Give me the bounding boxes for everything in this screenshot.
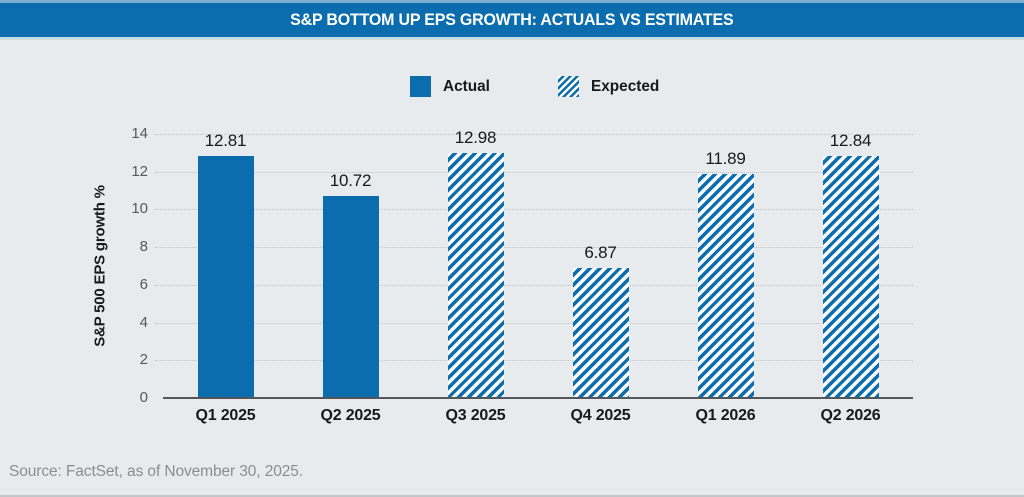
gridline [155, 171, 913, 173]
plot-area: 12.81 Q1 2025 10.72 Q2 2025 12.98 Q3 2025 6.87… [155, 128, 913, 424]
chart-title: S&P BOTTOM UP EPS GROWTH: ACTUALS VS EST… [290, 10, 734, 29]
x-axis-category-label: Q1 2025 [195, 407, 256, 424]
gridline [155, 322, 913, 324]
bar-slot: 6.87 Q4 2025 [538, 134, 663, 424]
gridline [155, 284, 913, 286]
x-axis-category-label: Q2 2025 [320, 407, 381, 424]
y-tick-label: 12 [131, 162, 148, 180]
legend: Actual Expected [24, 76, 1024, 97]
bar-value-label: 6.87 [584, 243, 617, 263]
y-axis-title: S&P 500 EPS growth % [91, 185, 109, 347]
bar-expected [447, 153, 504, 398]
bar-actual [322, 195, 379, 398]
gridline [155, 209, 913, 211]
y-tick-label: 6 [139, 275, 148, 293]
gridline [155, 247, 913, 249]
chart-title-bar: S&P BOTTOM UP EPS GROWTH: ACTUALS VS EST… [0, 0, 1024, 40]
y-tick-label: 14 [131, 125, 148, 142]
bar-value-label: 12.84 [829, 130, 872, 150]
bar-value-label: 10.72 [329, 170, 372, 190]
y-tick-label: 0 [139, 389, 148, 406]
bar-slot: 10.72 Q2 2025 [288, 134, 413, 424]
legend-label-actual: Actual [442, 77, 490, 95]
bar-actual [197, 156, 254, 398]
expected-striped-swatch-icon [557, 76, 579, 97]
bar-value-label: 11.89 [705, 148, 746, 168]
actual-solid-swatch-icon [409, 76, 431, 97]
legend-item-actual: Actual [409, 76, 492, 97]
bar-expected [697, 173, 754, 398]
bar-value-label: 12.81 [204, 131, 247, 151]
bar-slot: 12.98 Q3 2025 [413, 128, 538, 424]
x-axis-category-label: Q2 2026 [820, 407, 881, 424]
x-axis-category-label: Q1 2026 [695, 407, 756, 424]
bar-slot: 11.89 Q1 2026 [663, 134, 788, 424]
y-tick-label: 2 [139, 351, 148, 369]
x-axis-line [163, 397, 913, 399]
bar-slot: 12.81 Q1 2025 [163, 131, 288, 424]
bar-slots: 12.81 Q1 2025 10.72 Q2 2025 12.98 Q3 2025 6.87… [163, 128, 913, 424]
legend-label-expected: Expected [590, 77, 660, 95]
bar-value-label: 12.98 [454, 128, 497, 148]
gridline [155, 134, 913, 135]
bar-slot: 12.84 Q2 2026 [788, 130, 913, 424]
x-axis-category-label: Q4 2025 [570, 407, 631, 424]
y-tick-label: 8 [139, 238, 148, 256]
gridline [155, 360, 913, 362]
source-note: Source: FactSet, as of November 30, 2025… [9, 463, 304, 480]
y-tick-label: 10 [131, 200, 148, 218]
legend-item-expected: Expected [557, 76, 662, 97]
bar-expected [572, 268, 629, 398]
bar-expected [822, 155, 879, 398]
y-tick-label: 4 [139, 313, 148, 331]
x-axis-category-label: Q3 2025 [445, 407, 506, 424]
